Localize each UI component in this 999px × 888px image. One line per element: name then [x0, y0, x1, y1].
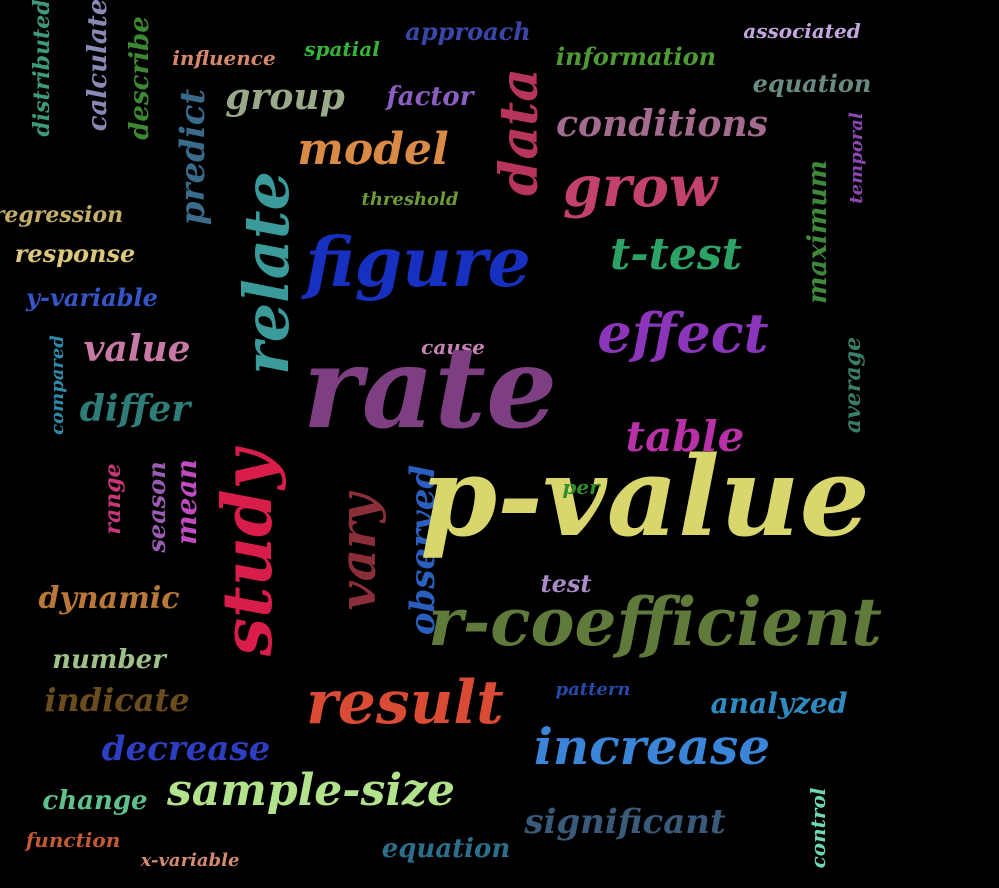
- word-approach: approach: [405, 17, 531, 46]
- word-analyzed: analyzed: [710, 687, 848, 720]
- word-decrease: decrease: [101, 729, 271, 769]
- word-maximum: maximum: [803, 160, 833, 304]
- word-t-test: t-test: [610, 229, 742, 280]
- word-associated: associated: [743, 19, 861, 43]
- word-test: test: [540, 569, 592, 598]
- word-y-variable: y-variable: [26, 283, 158, 312]
- word-model: model: [297, 124, 449, 175]
- word-r-coefficient: r-coefficient: [428, 583, 882, 661]
- word-relate: relate: [230, 171, 303, 375]
- word-response: response: [14, 239, 136, 268]
- word-group: group: [225, 76, 345, 118]
- word-season: season: [142, 461, 171, 553]
- word-threshold: threshold: [361, 189, 459, 210]
- word-value: value: [83, 328, 191, 370]
- word-effect: effect: [597, 301, 769, 365]
- word-increase: increase: [533, 717, 771, 776]
- word-conditions: conditions: [556, 103, 768, 145]
- word-equation: equation: [381, 834, 511, 864]
- word-control: control: [806, 787, 830, 869]
- word-dynamic: dynamic: [38, 581, 180, 616]
- word-grow: grow: [562, 154, 718, 220]
- word-indicate: indicate: [44, 681, 190, 719]
- word-x-variable: x-variable: [140, 850, 240, 871]
- word-significant: significant: [524, 802, 726, 842]
- word-sample-size: sample-size: [166, 765, 456, 816]
- word-influence: influence: [172, 46, 276, 70]
- word-predict: predict: [173, 88, 213, 226]
- word-pattern: pattern: [555, 679, 631, 700]
- word-regression: regression: [0, 202, 124, 228]
- word-table: table: [625, 412, 745, 461]
- word-average: average: [840, 336, 866, 434]
- word-compared: compared: [47, 335, 68, 435]
- word-per: per: [562, 475, 600, 499]
- word-study: study: [208, 449, 288, 657]
- word-data: data: [489, 68, 550, 196]
- word-result: result: [306, 668, 504, 738]
- word-range: range: [100, 463, 126, 535]
- word-vary: vary: [328, 493, 387, 611]
- word-change: change: [42, 786, 148, 816]
- word-cause: cause: [421, 335, 485, 359]
- word-equation: equation: [752, 69, 872, 98]
- word-function: function: [25, 828, 121, 852]
- word-figure: figure: [305, 223, 531, 303]
- word-describe: describe: [125, 16, 155, 140]
- word-spatial: spatial: [304, 37, 380, 61]
- word-p-value: p-value: [420, 432, 870, 561]
- word-number: number: [52, 645, 166, 675]
- word-differ: differ: [79, 388, 191, 430]
- word-factor: factor: [386, 82, 474, 112]
- word-mean: mean: [170, 459, 203, 545]
- word-information: information: [555, 42, 717, 71]
- word-distributed: distributed: [29, 0, 55, 137]
- word-rate: rate: [302, 323, 558, 454]
- word-calculate: calculate: [83, 0, 113, 132]
- word-temporal: temporal: [846, 112, 867, 204]
